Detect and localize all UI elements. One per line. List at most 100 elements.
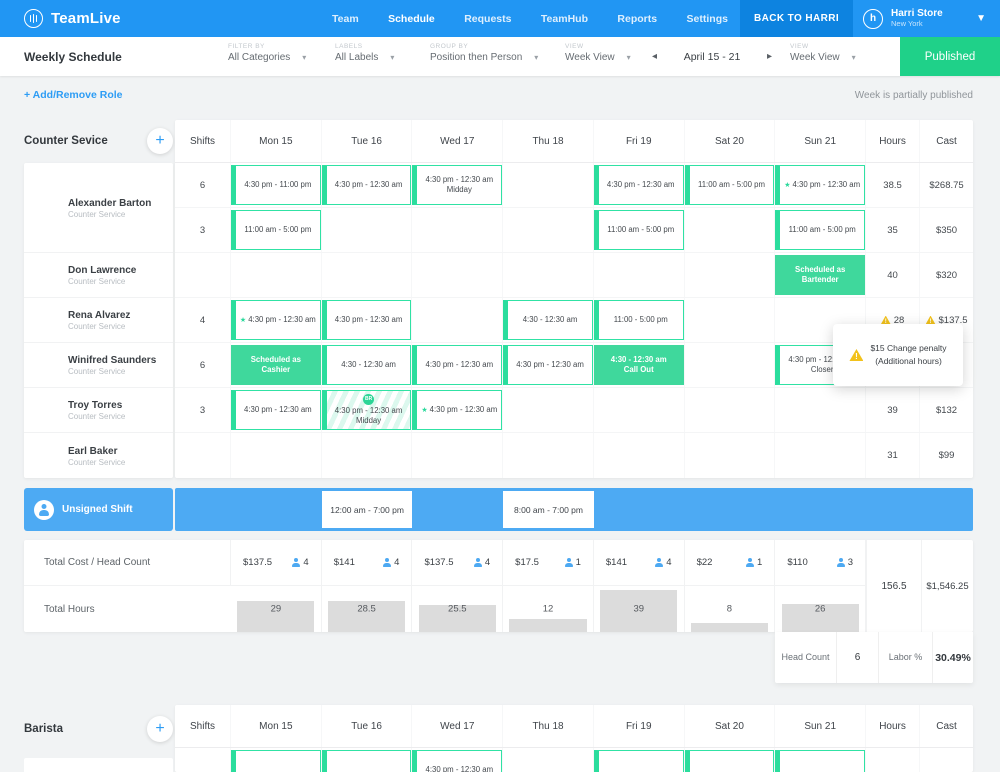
row-hours: 38.5 bbox=[866, 163, 921, 207]
back-to-harri-button[interactable]: BACK TO HARRI bbox=[740, 0, 853, 37]
employee-row[interactable]: Troy Torres Counter Service bbox=[24, 388, 173, 433]
nav-item-team[interactable]: Team bbox=[332, 12, 359, 25]
published-button[interactable]: Published bbox=[900, 37, 1000, 76]
add-role-button[interactable]: + bbox=[147, 128, 173, 154]
employee-row[interactable]: Don Lawrence Counter Service bbox=[24, 253, 173, 298]
day-cell[interactable] bbox=[412, 298, 504, 342]
unsigned-shift-cell[interactable]: 8:00 am - 7:00 pm bbox=[503, 491, 594, 528]
employee-row[interactable]: Winifred Saunders Counter Service bbox=[24, 343, 173, 388]
day-cell[interactable] bbox=[231, 253, 322, 297]
day-cell[interactable] bbox=[775, 433, 867, 478]
shift-cell[interactable] bbox=[684, 750, 775, 772]
employee-row[interactable]: Rena Alvarez Counter Service bbox=[24, 298, 173, 343]
shift-cell[interactable]: 11:00 am - 5:00 pm bbox=[231, 210, 321, 250]
shift-cell[interactable]: 4:30 pm - 12:30 am bbox=[503, 345, 593, 385]
shift-cell[interactable]: ★ 4:30 pm - 12:30 am bbox=[231, 300, 321, 340]
brand[interactable]: TeamLive bbox=[24, 0, 121, 37]
nav-item-settings[interactable]: Settings bbox=[686, 12, 728, 25]
day-cell[interactable] bbox=[231, 488, 322, 531]
day-cell[interactable] bbox=[685, 343, 776, 387]
shift-cell[interactable]: Scheduled as Cashier bbox=[231, 345, 321, 385]
day-cell[interactable] bbox=[594, 253, 685, 297]
shift-cell[interactable]: 4:30 - 12:30 am bbox=[503, 300, 593, 340]
chevron-down-icon[interactable]: ▼ bbox=[976, 13, 986, 24]
shift-cell[interactable]: 11:00 am - 5:00 pm bbox=[684, 165, 775, 205]
day-cell[interactable] bbox=[412, 208, 504, 252]
shift-cell[interactable] bbox=[593, 750, 684, 772]
add-role-button[interactable]: + bbox=[147, 716, 173, 742]
shift-cell[interactable]: 4:30 pm - 12:30 am bbox=[593, 165, 684, 205]
shift-cell[interactable]: 4:30 pm - 12:30 am bbox=[321, 300, 412, 340]
filter-2[interactable]: GROUP BY Position then Person ▾ bbox=[430, 43, 538, 63]
shift-cell[interactable]: 4:30 pm - 12:30 am bbox=[412, 345, 503, 385]
day-cell[interactable] bbox=[685, 388, 776, 432]
shift-cell[interactable]: ★ 4:30 pm - 12:30 am bbox=[775, 165, 866, 205]
day-cell[interactable] bbox=[322, 208, 413, 252]
head-count-group: 4 bbox=[655, 557, 672, 568]
filter-value-text: All Labels bbox=[335, 52, 379, 63]
day-cell: 4:30 - 12:30 am bbox=[503, 298, 594, 342]
day-cell[interactable] bbox=[231, 433, 322, 478]
day-cell[interactable] bbox=[503, 208, 594, 252]
shift-cell[interactable]: 4:30 pm - 12:30 am bbox=[321, 165, 412, 205]
unsigned-shift-cell[interactable]: 12:00 am - 7:00 pm bbox=[321, 491, 413, 528]
shift-cell[interactable]: 4:30 pm - 11:00 pm bbox=[231, 165, 321, 205]
shift-cell[interactable] bbox=[231, 750, 321, 772]
day-cell[interactable] bbox=[685, 208, 776, 252]
hours-bar bbox=[600, 590, 678, 632]
day-cell[interactable] bbox=[685, 253, 776, 297]
shift-cell[interactable]: BR 4:30 pm - 12:30 am Midday bbox=[321, 390, 412, 430]
shift-cell[interactable]: 4:30 pm - 12:30 am bbox=[412, 750, 503, 772]
filter-1[interactable]: LABELS All Labels ▾ bbox=[335, 43, 394, 63]
day-cell[interactable] bbox=[594, 488, 685, 531]
day-cell[interactable] bbox=[412, 488, 503, 531]
shift-cell[interactable] bbox=[775, 750, 866, 772]
day-cell[interactable] bbox=[412, 433, 504, 478]
employee-row[interactable]: Earl Baker Counter Service bbox=[24, 433, 173, 478]
shift-cell[interactable]: 4:30 pm - 12:30 am bbox=[231, 390, 321, 430]
day-cell[interactable] bbox=[503, 748, 594, 772]
next-week-arrow[interactable]: ▸ bbox=[766, 51, 772, 62]
filter-0[interactable]: FILTER BY All Categories ▾ bbox=[228, 43, 306, 63]
shift-time: 4:30 pm - 12:30 am bbox=[334, 179, 403, 189]
day-cell[interactable] bbox=[775, 488, 866, 531]
nav-item-requests[interactable]: Requests bbox=[464, 12, 512, 25]
shift-cell[interactable]: Scheduled as Bartender bbox=[775, 255, 866, 295]
shift-cell[interactable]: 4:30 - 12:30 am Call Out bbox=[593, 345, 684, 385]
shift-cell[interactable]: 11:00 am - 5:00 pm bbox=[593, 210, 684, 250]
shift-cell[interactable]: 4:30 pm - 12:30 am Midday bbox=[412, 165, 503, 205]
day-cell[interactable] bbox=[594, 433, 685, 478]
shift-cell[interactable]: 4:30 - 12:30 am bbox=[321, 345, 412, 385]
filter-view-right[interactable]: VIEW Week View ▾ bbox=[790, 43, 856, 63]
day-cell[interactable] bbox=[503, 253, 594, 297]
day-cell[interactable] bbox=[322, 433, 413, 478]
employee-row[interactable]: Alexander Barton Counter Service bbox=[24, 163, 173, 253]
account-menu[interactable]: h Harri Store New York ▼ bbox=[853, 0, 1000, 37]
day-cell[interactable] bbox=[775, 388, 867, 432]
day-cell[interactable] bbox=[503, 163, 594, 207]
day-cell[interactable] bbox=[594, 388, 685, 432]
nav-item-teamhub[interactable]: TeamHub bbox=[540, 12, 588, 25]
head-count-group: 1 bbox=[746, 557, 762, 568]
shift-cell[interactable] bbox=[321, 750, 412, 772]
shift-cell[interactable]: 11:00 am - 5:00 pm bbox=[775, 210, 866, 250]
day-cell[interactable] bbox=[685, 433, 776, 478]
nav-item-schedule[interactable]: Schedule bbox=[388, 12, 435, 25]
day-cell[interactable] bbox=[685, 488, 776, 531]
day-cell[interactable] bbox=[685, 298, 776, 342]
day-cell[interactable] bbox=[412, 253, 504, 297]
add-remove-role-link[interactable]: + Add/Remove Role bbox=[24, 89, 123, 101]
day-cell[interactable] bbox=[503, 388, 594, 432]
head-count-group: 4 bbox=[473, 557, 490, 568]
day-cell[interactable] bbox=[322, 253, 413, 297]
shift-time: 4:30 - 12:30 am bbox=[341, 359, 396, 369]
employee-panel-barista bbox=[24, 758, 173, 772]
filter-3[interactable]: VIEW Week View ▾ bbox=[565, 43, 631, 63]
nav-item-reports[interactable]: Reports bbox=[617, 12, 658, 25]
shift-cell[interactable]: ★ 4:30 pm - 12:30 am bbox=[412, 390, 503, 430]
shift-cell[interactable]: 11:00 - 5:00 pm bbox=[593, 300, 684, 340]
prev-week-arrow[interactable]: ◂ bbox=[652, 51, 658, 62]
unsigned-shift-row-label[interactable]: Unsigned Shift bbox=[24, 488, 173, 531]
day-cell[interactable] bbox=[775, 298, 867, 342]
day-cell[interactable] bbox=[503, 433, 594, 478]
